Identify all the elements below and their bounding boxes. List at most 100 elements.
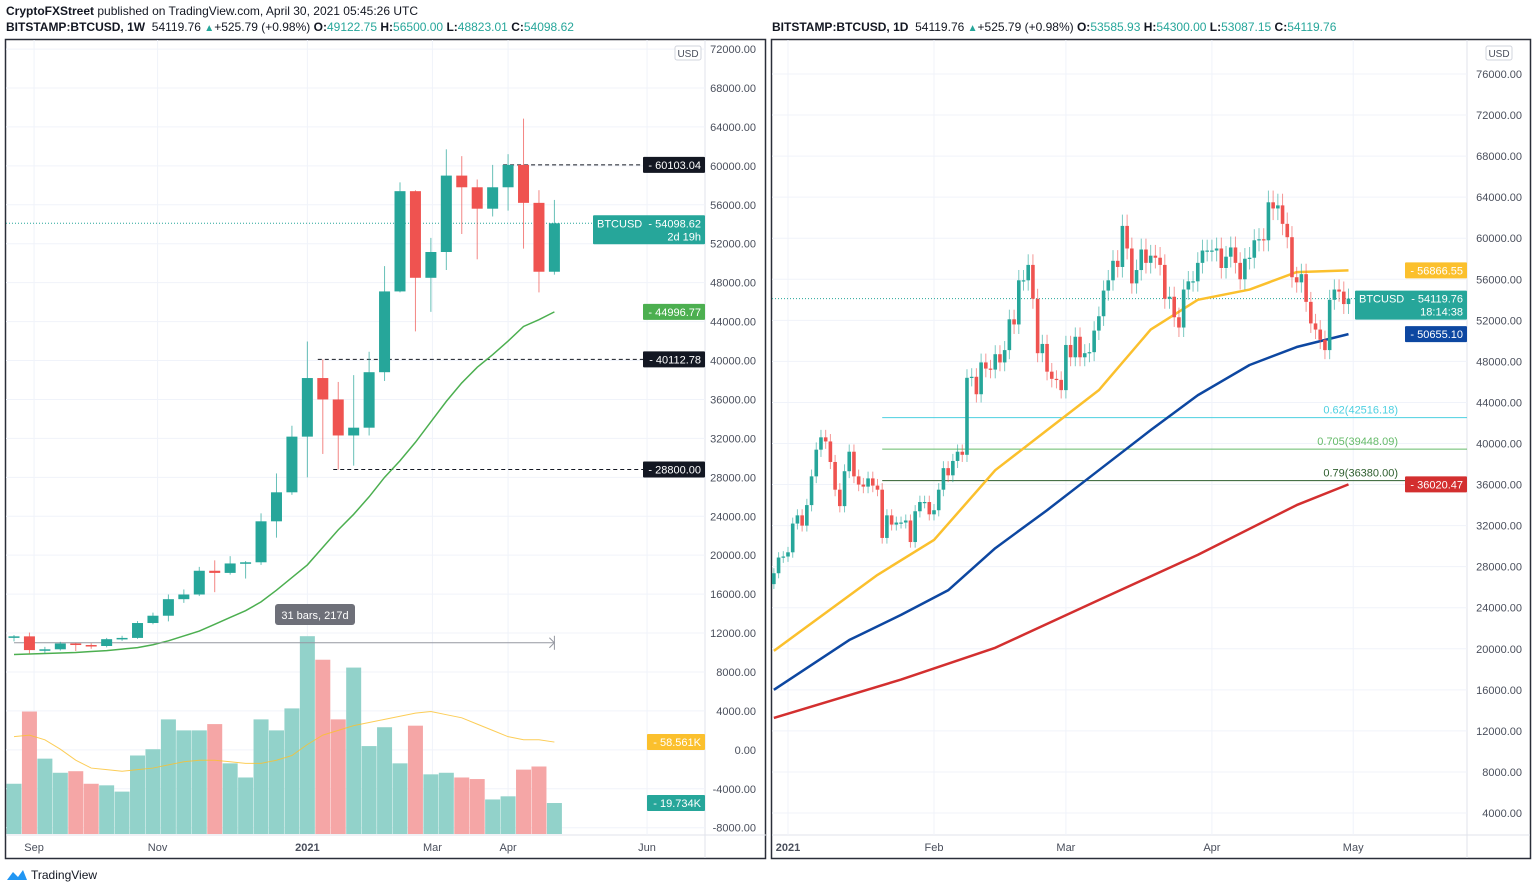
candle-body [132,623,144,638]
measure-label: 31 bars, 217d [281,610,348,622]
left-weekly-chart[interactable]: 72000.00 68000.00 64000.00 60000.00 56000.00… [6,40,756,854]
left-legend: BITSTAMP:BTCUSD, 1W 54119.76 ▲+525.79 (+… [6,20,574,34]
y-tick-label: 40000.00 [1476,439,1522,451]
candle-body [1309,301,1313,324]
left-open: 49122.75 [326,20,378,34]
open-label: O: [313,20,327,34]
candle-body [988,368,993,370]
candle-body [1224,256,1228,268]
candle-body [1134,270,1139,284]
candle-body [1214,248,1219,251]
candle-body [1205,250,1209,252]
currency-box [1485,45,1513,61]
volume-bar [83,783,99,834]
currency-box [674,45,702,61]
right-last: 54119.76 [915,20,965,34]
candle-body [800,515,804,526]
x-tick-label: Jun [638,842,656,854]
candle-body [828,441,833,462]
y-tick-label: -4000.00 [713,784,756,796]
y-tick-label: 48000.00 [1476,356,1522,368]
x-tick-label: Apr [1203,842,1220,854]
candle-body [1087,352,1092,354]
candle-body [440,175,452,253]
candle-body [852,451,856,477]
ma-red-price-tag: - 36020.47 [1410,479,1463,491]
candle-body [861,484,866,487]
candle-body [776,557,781,574]
candle-body [193,570,205,595]
candle-body [1323,339,1327,351]
volume-bar [238,777,254,834]
y-tick-label: 16000.00 [1476,685,1522,697]
x-tick-label: Mar [423,842,442,854]
candle-body [240,562,252,564]
candle-body [903,520,908,523]
y-tick-label: 0.00 [735,745,756,757]
candle-body [1054,378,1059,381]
candle-body [1219,248,1224,268]
bar-countdown: 2d 19h [667,231,701,243]
candle-body [1261,239,1266,241]
candle-body [54,643,66,650]
candle-body [1016,280,1021,325]
candle-body [409,191,421,278]
volume-bar [222,763,238,834]
volume-bar [68,771,84,834]
left-chart-frame [4,38,767,860]
x-tick-label: Feb [925,842,944,854]
right-legend: BITSTAMP:BTCUSD, 1D 54119.76 ▲+525.79 (+… [772,20,1336,34]
ma-yellow-price-tag: - 56866.55 [1410,265,1463,277]
candle-body [23,636,35,651]
candle-body [1243,258,1247,280]
candle-body [1191,281,1195,283]
y-tick-label: 60000.00 [710,161,756,173]
left-plot-area: 31 bars, 217d [6,118,705,834]
y-tick-label: 60000.00 [1476,233,1522,245]
candle-body [147,615,159,624]
y-tick-label: 4000.00 [1482,808,1522,820]
symbol-tag: BTCUSD [597,218,642,230]
candle-body [823,437,828,442]
candle-body [348,427,360,436]
open-label: O: [1076,20,1091,34]
candle-body [1327,299,1332,351]
symbol-tag: BTCUSD [1359,294,1404,306]
right-plot-area: 0.62(42516.18) 0.705(39448.09) 0.79(36380.… [772,190,1467,720]
candle-body [993,354,998,370]
y-tick-label: 52000.00 [1476,315,1522,327]
candle-body [1153,255,1158,258]
volume-bar [21,711,37,834]
volume-bar [516,769,532,834]
high-label: H: [1143,20,1157,34]
candle-body [922,502,927,504]
left-symbol[interactable]: BITSTAMP:BTCUSD, 1W [6,20,146,34]
candle-body [951,460,955,476]
volume-bar [330,719,346,834]
volume-bar [130,755,146,834]
level-price-tag-box [643,461,705,478]
right-symbol[interactable]: BITSTAMP:BTCUSD, 1D [772,20,909,34]
candle-body [1059,379,1063,391]
author-name[interactable]: CryptoFXStreet [6,4,95,18]
candle-body [363,372,375,428]
candle-body [286,436,298,493]
x-tick-label: 2021 [295,842,319,854]
candle-body [875,485,880,490]
volume-bar [500,796,516,834]
tradingview-logo[interactable]: TradingView [6,868,97,882]
ma-yellow-price-tag-box [1405,262,1467,279]
candle-body [1271,202,1275,209]
candle-body [1200,250,1205,263]
candle-body [781,556,786,558]
volume-bar [176,730,192,834]
candle-body [1167,296,1172,299]
candle-body [1031,264,1035,299]
candle-body [487,187,499,209]
candle-body [425,252,437,278]
price-tag-box [1355,290,1467,320]
candle-body [979,362,983,395]
y-tick-label: 12000.00 [1476,726,1522,738]
right-daily-chart[interactable]: 76000.00 72000.00 68000.00 64000.00 60000.00… [772,40,1522,854]
